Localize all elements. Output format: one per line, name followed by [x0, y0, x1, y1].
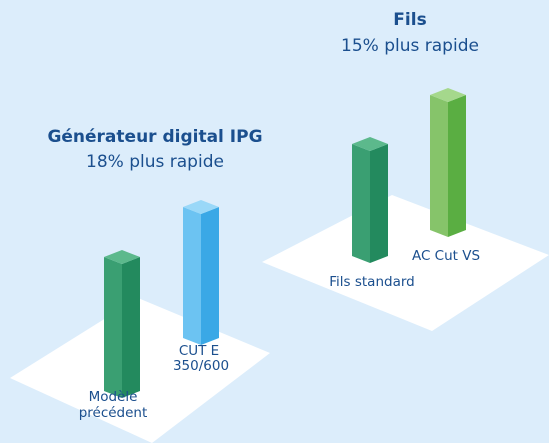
bar-face — [352, 144, 370, 263]
bar-face — [430, 95, 448, 237]
bar-face — [201, 207, 219, 345]
bar-face — [352, 137, 388, 151]
bar-face — [448, 95, 466, 237]
bar-label: Fils standard — [329, 274, 415, 290]
bar-label: 350/600 — [173, 358, 229, 374]
group-subtitle: 15% plus rapide — [341, 36, 479, 56]
group-title: Fils — [393, 10, 426, 30]
bar-face — [370, 144, 388, 263]
bar-face — [183, 207, 201, 345]
bar-label: Modèle — [89, 389, 138, 405]
bar-face — [430, 88, 466, 102]
bars — [104, 88, 466, 398]
bar-label: précédent — [79, 405, 148, 421]
platform — [262, 195, 549, 331]
bar-label: CUT E — [179, 343, 219, 359]
bar-face — [122, 257, 140, 398]
group-title: Générateur digital IPG — [47, 127, 262, 147]
group-subtitle: 18% plus rapide — [86, 152, 224, 172]
bar-label: AC Cut VS — [412, 248, 480, 264]
bar-face — [183, 200, 219, 214]
bar-face — [104, 257, 122, 398]
bar-face — [104, 250, 140, 264]
